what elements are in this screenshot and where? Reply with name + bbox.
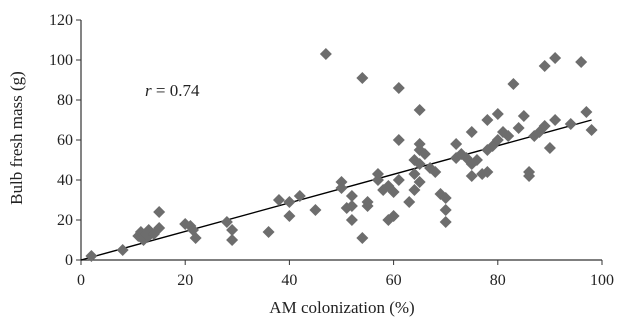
data-point bbox=[585, 124, 598, 136]
data-point bbox=[465, 170, 478, 182]
data-point bbox=[470, 154, 483, 166]
correlation-annotation: r = 0.74 bbox=[145, 81, 200, 100]
correlation-value: = 0.74 bbox=[152, 81, 200, 100]
data-point bbox=[85, 250, 98, 262]
data-point bbox=[319, 48, 332, 60]
data-point bbox=[465, 126, 478, 138]
y-tick-label: 20 bbox=[57, 212, 73, 229]
data-point bbox=[387, 210, 400, 222]
data-point bbox=[418, 148, 431, 160]
data-point bbox=[226, 224, 239, 236]
data-point bbox=[481, 114, 494, 126]
data-point bbox=[153, 206, 166, 218]
data-point bbox=[392, 82, 405, 94]
x-tick-label: 40 bbox=[281, 272, 297, 289]
y-tick-label: 120 bbox=[49, 12, 73, 29]
data-point bbox=[517, 110, 530, 122]
data-point bbox=[413, 104, 426, 116]
data-point bbox=[153, 222, 166, 234]
trend-line bbox=[80, 119, 592, 261]
data-point bbox=[371, 168, 384, 180]
data-point bbox=[220, 216, 233, 228]
data-point bbox=[512, 122, 525, 134]
data-point bbox=[345, 214, 358, 226]
data-point bbox=[413, 158, 426, 170]
y-axis-title: Bulb fresh mass (g) bbox=[7, 71, 26, 205]
data-point bbox=[580, 106, 593, 118]
y-tick-label: 0 bbox=[65, 252, 73, 269]
data-point bbox=[549, 52, 562, 64]
data-point bbox=[439, 216, 452, 228]
data-point bbox=[189, 232, 202, 244]
x-axis-title: AM colonization (%) bbox=[269, 298, 414, 317]
y-axis-ticks: 0 20 40 60 80 100 120 bbox=[49, 12, 81, 269]
data-point bbox=[345, 200, 358, 212]
data-point bbox=[481, 166, 494, 178]
y-tick-label: 80 bbox=[57, 92, 73, 109]
data-point bbox=[413, 176, 426, 188]
data-point bbox=[392, 174, 405, 186]
data-point bbox=[413, 138, 426, 150]
data-point bbox=[507, 78, 520, 90]
data-point bbox=[392, 134, 405, 146]
y-tick-label: 40 bbox=[57, 172, 73, 189]
data-point bbox=[450, 138, 463, 150]
data-point bbox=[549, 114, 562, 126]
data-point bbox=[538, 120, 551, 132]
x-tick-label: 60 bbox=[386, 272, 402, 289]
data-point bbox=[345, 190, 358, 202]
data-point bbox=[361, 196, 374, 208]
data-point bbox=[491, 108, 504, 120]
data-point bbox=[272, 194, 285, 206]
x-tick-label: 100 bbox=[590, 272, 614, 289]
data-point bbox=[408, 184, 421, 196]
data-point bbox=[538, 60, 551, 72]
data-point bbox=[356, 72, 369, 84]
x-tick-label: 0 bbox=[77, 272, 85, 289]
x-tick-label: 80 bbox=[490, 272, 506, 289]
y-tick-label: 100 bbox=[49, 52, 73, 69]
data-point bbox=[293, 190, 306, 202]
data-point bbox=[523, 166, 536, 178]
data-points bbox=[85, 48, 598, 262]
data-point bbox=[564, 118, 577, 130]
data-point bbox=[491, 134, 504, 146]
data-point bbox=[226, 234, 239, 246]
data-point bbox=[403, 196, 416, 208]
data-point bbox=[575, 56, 588, 68]
data-point bbox=[283, 210, 296, 222]
data-point bbox=[356, 232, 369, 244]
data-point bbox=[262, 226, 275, 238]
data-point bbox=[439, 192, 452, 204]
data-point bbox=[439, 204, 452, 216]
data-point bbox=[309, 204, 322, 216]
data-point bbox=[116, 244, 129, 256]
correlation-symbol: r bbox=[145, 81, 152, 100]
data-point bbox=[502, 130, 515, 142]
y-tick-label: 60 bbox=[57, 132, 73, 149]
data-point bbox=[408, 168, 421, 180]
data-point bbox=[543, 142, 556, 154]
x-axis-ticks: 0 20 40 60 80 100 bbox=[77, 260, 614, 289]
x-tick-label: 20 bbox=[177, 272, 193, 289]
data-point bbox=[387, 186, 400, 198]
data-point bbox=[429, 166, 442, 178]
data-point bbox=[335, 176, 348, 188]
data-point bbox=[283, 196, 296, 208]
